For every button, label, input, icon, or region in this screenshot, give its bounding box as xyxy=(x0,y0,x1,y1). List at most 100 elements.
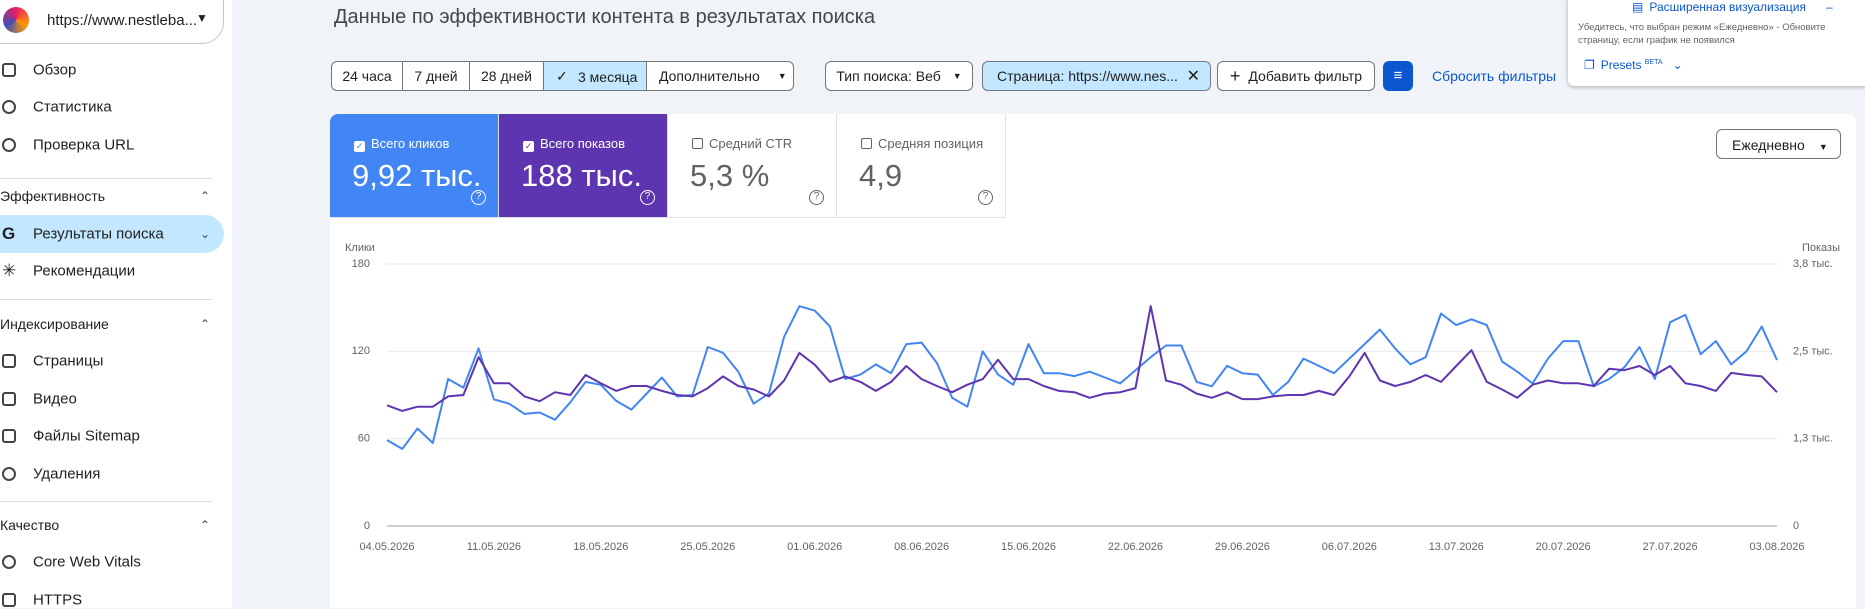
nav-item[interactable]: Проверка URL xyxy=(33,136,135,154)
series-line xyxy=(386,305,1778,412)
add-filter-button[interactable]: + Добавить фильтр xyxy=(1217,61,1375,91)
metric-value: 5,3 % xyxy=(690,158,770,193)
metric-label: Средний CTR xyxy=(692,136,792,151)
nav-item[interactable]: Видео xyxy=(33,390,77,408)
metric-card[interactable]: ✓ Всего показов 188 тыс.? xyxy=(499,114,668,218)
nav-item[interactable]: Обзор xyxy=(33,61,77,79)
help-icon[interactable]: ? xyxy=(640,190,655,205)
more-button[interactable]: Дополнительно ▼ xyxy=(646,61,794,91)
icon xyxy=(2,429,16,443)
remove-icon[interactable]: ✕ xyxy=(1186,68,1200,85)
viz-panel: ▤ Расширенная визуализация – Убедитесь, чт… xyxy=(1568,0,1865,86)
icon xyxy=(2,63,16,77)
x-tick-label: 15.06.2026 xyxy=(1001,541,1056,553)
icon xyxy=(2,593,16,607)
x-tick-label: 13.07.2026 xyxy=(1429,541,1484,553)
presets-button[interactable]: ❐ Presets BETA ⌄ xyxy=(1584,58,1683,72)
add-filter-label: Добавить фильтр xyxy=(1248,68,1363,84)
y-tick-label: 180 xyxy=(352,258,370,270)
page-title: Данные по эффективности контента в резул… xyxy=(334,6,876,28)
help-icon[interactable]: ? xyxy=(809,190,824,205)
metric-value: 9,92 тыс. xyxy=(352,158,482,193)
chevron: ⌃ xyxy=(200,317,211,331)
metric-label-text: Средняя позиция xyxy=(878,136,984,151)
help-icon[interactable]: ? xyxy=(978,190,993,205)
check: ✓ xyxy=(556,68,568,84)
series-line xyxy=(386,305,1778,450)
range-button[interactable]: 24 часа xyxy=(331,61,403,91)
section-title[interactable]: Качество xyxy=(0,517,60,533)
nav-item[interactable]: Core Web Vitals xyxy=(33,553,141,571)
x-tick-label: 29.06.2026 xyxy=(1215,541,1270,553)
metric-label-text: Всего кликов xyxy=(371,136,450,151)
y2-tick-label: 2,5 тыс. xyxy=(1793,345,1833,357)
more-label: Дополнительно xyxy=(659,68,760,84)
panel-icon: ▤ xyxy=(1632,0,1644,14)
range-button-selected[interactable]: ✓ 3 месяца xyxy=(543,61,647,91)
x-tick-label: 01.06.2026 xyxy=(787,541,842,553)
divider xyxy=(0,299,212,300)
metric-card[interactable]: ✓ Всего кликов 9,92 тыс.? xyxy=(330,114,499,218)
nav-item[interactable]: Удаления xyxy=(33,465,101,483)
nav-item[interactable]: Страницы xyxy=(33,352,104,370)
x-tick-label: 27.07.2026 xyxy=(1643,541,1698,553)
panel-note: Убедитесь, что выбран режим «Ежедневно» … xyxy=(1578,22,1826,46)
x-tick-label: 04.05.2026 xyxy=(359,541,414,553)
nav-item[interactable]: Результаты поиска xyxy=(33,225,164,243)
nav-item[interactable]: Файлы Sitemap xyxy=(33,427,140,445)
beta-badge: BETA xyxy=(1644,59,1663,66)
search-type-button[interactable]: Тип поиска: Веб ▼ xyxy=(825,61,973,91)
y-axis-title: Клики xyxy=(345,242,375,254)
dropdown-arrow: ▼ xyxy=(952,71,962,81)
icon xyxy=(2,555,16,569)
divider xyxy=(0,178,212,179)
property-selector[interactable]: https://www.nestleba... ▼ xyxy=(0,0,224,44)
metric-card[interactable]: Средняя позиция 4,9? xyxy=(837,114,1006,218)
x-tick-label: 20.07.2026 xyxy=(1536,541,1591,553)
page-filter-label: Страница: https://www.nes... xyxy=(997,68,1178,84)
dropdown-arrow: ⌄ xyxy=(1672,58,1683,72)
x-tick-label: 06.07.2026 xyxy=(1322,541,1377,553)
reset-filters[interactable]: Сбросить фильтры xyxy=(1432,68,1557,84)
panel-title-text: Расширенная визуализация xyxy=(1649,0,1806,14)
section-title[interactable]: Эффективность xyxy=(0,188,106,204)
y-tick-label: 60 xyxy=(358,433,370,445)
section-title[interactable]: Индексирование xyxy=(0,316,109,332)
metric-label: Средняя позиция xyxy=(861,136,983,151)
icon: G xyxy=(2,224,16,243)
y2-tick-label: 3,8 тыс. xyxy=(1793,258,1833,270)
page-filter-chip[interactable]: Страница: https://www.nes... ✕ xyxy=(982,61,1211,91)
metric-label: ✓ Всего показов xyxy=(523,136,625,152)
icon xyxy=(2,100,16,114)
nav-item[interactable]: Рекомендации xyxy=(33,262,136,280)
presets-icon: ❐ xyxy=(1584,58,1595,72)
panel-title[interactable]: ▤ Расширенная визуализация – xyxy=(1632,0,1833,14)
icon xyxy=(2,354,16,368)
nav-item[interactable]: Статистика xyxy=(33,98,112,116)
metric-card[interactable]: Средний CTR 5,3 %? xyxy=(668,114,837,218)
chevron: ⌃ xyxy=(200,189,211,203)
x-tick-label: 08.06.2026 xyxy=(894,541,949,553)
granularity-select[interactable]: Ежедневно ▼ xyxy=(1716,129,1841,159)
y2-tick-label: 1,3 тыс. xyxy=(1793,433,1833,445)
x-tick-label: 18.05.2026 xyxy=(573,541,628,553)
filter-options-button[interactable]: ≡ xyxy=(1383,61,1413,91)
x-tick-label: 22.06.2026 xyxy=(1108,541,1163,553)
metric-value: 4,9 xyxy=(859,158,903,193)
plus-icon: + xyxy=(1229,65,1241,86)
range-button[interactable]: 28 дней xyxy=(469,61,544,91)
metric-label: ✓ Всего кликов xyxy=(354,136,450,152)
dropdown-arrow: ▼ xyxy=(1818,142,1828,152)
nav-item[interactable]: HTTPS xyxy=(33,591,83,609)
range-label: 3 месяца xyxy=(578,69,638,85)
icon: ✳ xyxy=(2,261,17,280)
help-icon[interactable]: ? xyxy=(471,190,486,205)
site-logo xyxy=(3,7,29,33)
x-tick-label: 25.05.2026 xyxy=(680,541,735,553)
metric-label-text: Всего показов xyxy=(540,136,625,151)
granularity-label: Ежедневно xyxy=(1732,137,1805,153)
chevron: ⌃ xyxy=(200,518,211,532)
range-button[interactable]: 7 дней xyxy=(402,61,470,91)
minimize[interactable]: – xyxy=(1826,0,1833,14)
